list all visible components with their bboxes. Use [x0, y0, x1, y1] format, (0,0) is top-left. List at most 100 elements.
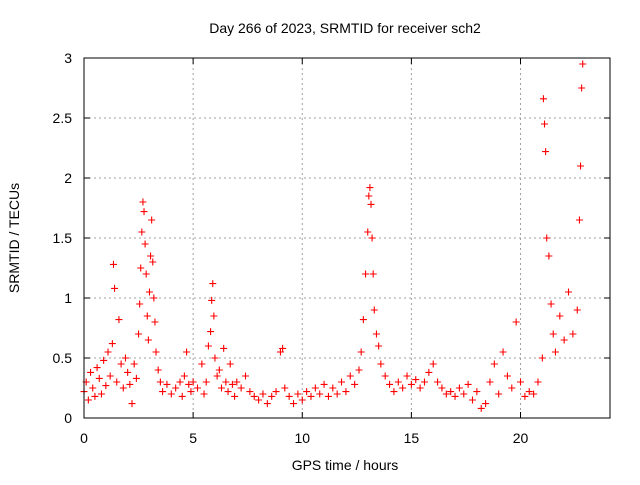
data-point: [560, 336, 568, 344]
data-point: [290, 400, 298, 408]
data-point: [551, 348, 559, 356]
x-axis-label: GPS time / hours: [292, 457, 399, 473]
data-point: [176, 378, 184, 386]
data-point: [556, 312, 564, 320]
data-point: [543, 234, 551, 242]
data-point: [224, 388, 232, 396]
data-point: [372, 330, 380, 338]
data-point: [468, 396, 476, 404]
data-point: [403, 372, 411, 380]
data-point: [499, 348, 507, 356]
data-point: [263, 400, 271, 408]
data-point: [180, 372, 188, 380]
data-point: [407, 380, 415, 388]
data-point: [91, 392, 99, 400]
chart-title: Day 266 of 2023, SRMTID for receiver sch…: [209, 20, 481, 36]
data-point: [298, 396, 306, 404]
data-point: [102, 382, 110, 390]
data-point: [140, 208, 148, 216]
data-point: [455, 384, 463, 392]
y-tick-label: 0: [64, 410, 72, 426]
data-point: [420, 378, 428, 386]
data-point: [539, 95, 547, 103]
x-tick-label: 5: [189, 430, 197, 446]
data-point: [508, 384, 516, 392]
data-point: [215, 366, 223, 374]
data-point: [370, 306, 378, 314]
y-axis-label: SRMTID / TECUs: [6, 183, 22, 293]
x-tick-label: 0: [80, 430, 88, 446]
data-point: [142, 270, 150, 278]
data-point: [136, 300, 144, 308]
data-point: [149, 258, 157, 266]
data-point: [218, 384, 226, 392]
data-point: [128, 400, 136, 408]
data-point: [93, 364, 101, 372]
data-point: [545, 252, 553, 260]
data-point: [320, 380, 328, 388]
y-tick-label: 2.5: [53, 110, 73, 126]
data-point: [187, 388, 195, 396]
data-point: [547, 300, 555, 308]
data-point: [517, 378, 525, 386]
data-point: [276, 348, 284, 356]
data-point: [231, 392, 239, 400]
data-point: [147, 252, 155, 260]
data-point: [137, 264, 145, 272]
data-point: [367, 200, 375, 208]
data-point: [97, 390, 105, 398]
data-point: [237, 384, 245, 392]
data-point: [220, 344, 228, 352]
x-tick-label: 15: [404, 430, 420, 446]
data-point: [213, 372, 221, 380]
data-point: [577, 162, 585, 170]
data-point: [503, 372, 511, 380]
data-point: [183, 348, 191, 356]
data-point: [204, 342, 212, 350]
data-point: [482, 400, 490, 408]
data-point: [464, 380, 472, 388]
data-point: [84, 396, 92, 404]
data-point: [434, 378, 442, 386]
data-point: [150, 294, 158, 302]
data-point: [329, 384, 337, 392]
data-point: [185, 380, 193, 388]
data-point: [144, 336, 152, 344]
data-point: [108, 340, 116, 348]
data-point: [255, 396, 263, 404]
data-point: [442, 390, 450, 398]
data-point: [473, 388, 481, 396]
data-point: [390, 388, 398, 396]
data-point: [207, 328, 215, 336]
data-point: [89, 384, 97, 392]
data-point: [412, 376, 420, 384]
y-tick-label: 2: [64, 170, 72, 186]
data-point: [159, 388, 167, 396]
data-point: [285, 392, 293, 400]
data-point: [333, 390, 341, 398]
data-point: [279, 344, 287, 352]
data-point: [294, 390, 302, 398]
data-point: [386, 380, 394, 388]
data-point: [429, 360, 437, 368]
data-point: [198, 360, 206, 368]
data-point: [202, 378, 210, 386]
data-point: [272, 388, 280, 396]
data-point: [233, 378, 241, 386]
data-point: [141, 240, 149, 248]
x-tick-label: 10: [294, 430, 310, 446]
data-point: [362, 270, 370, 278]
data-point: [377, 360, 385, 368]
y-tick-label: 0.5: [53, 350, 73, 366]
data-point: [151, 318, 159, 326]
data-point: [246, 388, 254, 396]
data-point: [167, 390, 175, 398]
data-point: [156, 378, 164, 386]
data-point: [573, 306, 581, 314]
data-point: [364, 228, 372, 236]
data-point: [451, 392, 459, 400]
data-point: [242, 372, 250, 380]
data-point: [113, 378, 121, 386]
data-point: [512, 318, 520, 326]
data-point: [534, 378, 542, 386]
